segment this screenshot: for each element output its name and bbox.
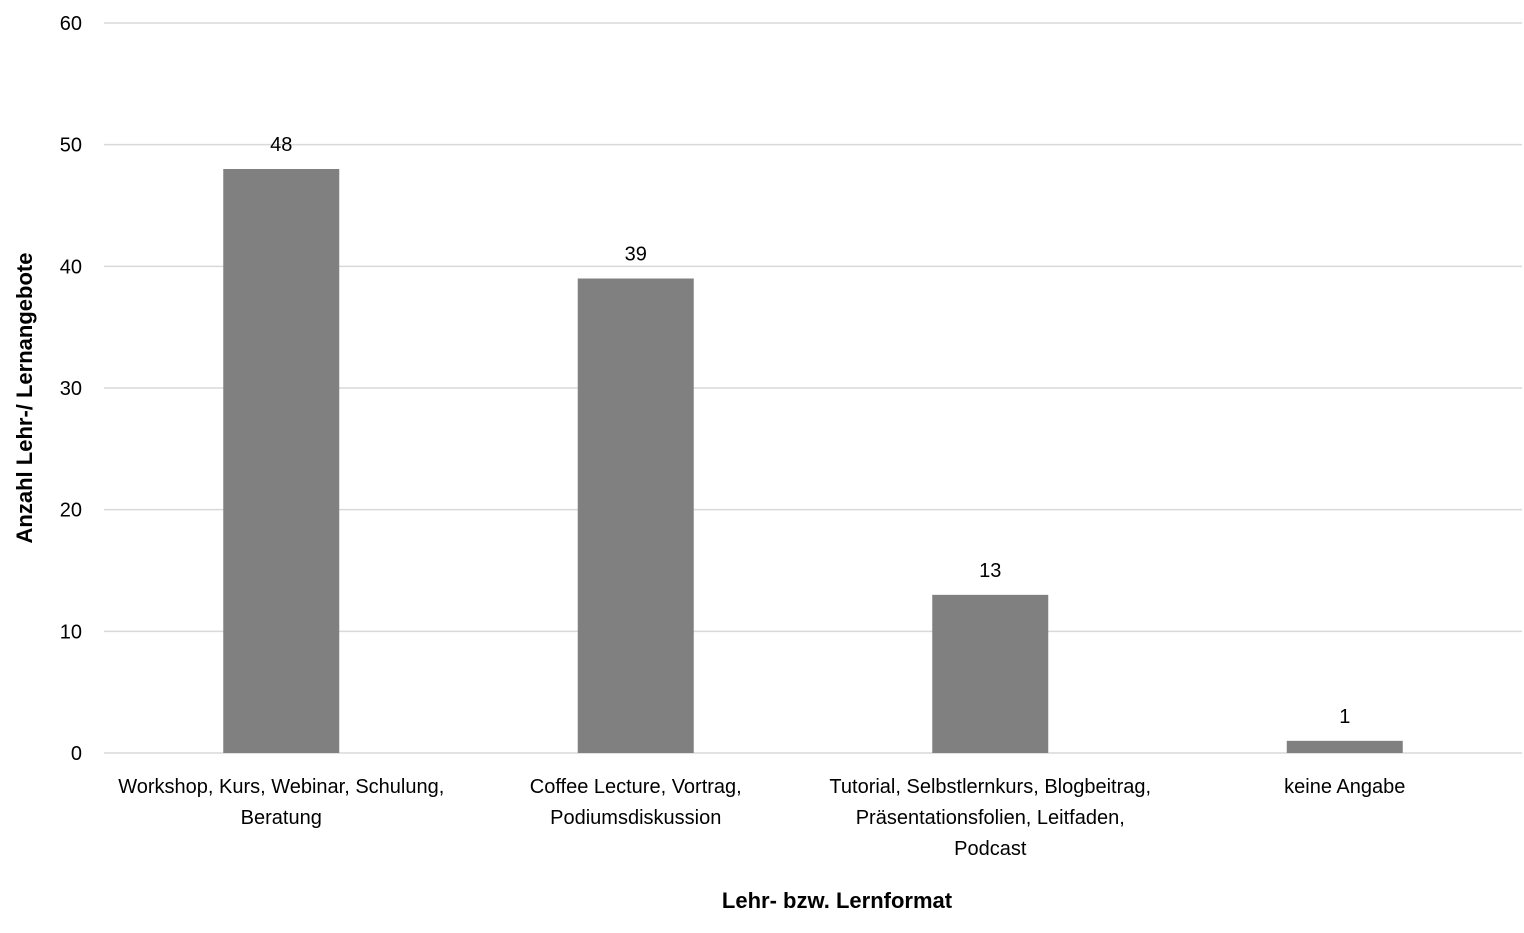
x-axis-categories: Workshop, Kurs, Webinar, Schulung, Beratu… xyxy=(118,776,1405,860)
data-labels: 48 39 13 1 xyxy=(270,134,1350,728)
data-label: 48 xyxy=(270,134,292,156)
bars xyxy=(223,169,1403,753)
bar xyxy=(577,278,694,753)
x-category-label: keine Angabe xyxy=(1284,776,1405,798)
bar xyxy=(1286,740,1403,753)
y-tick-label: 50 xyxy=(60,135,82,157)
x-category-label: Tutorial, Selbstlernkurs, Blogbeitrag, Pr… xyxy=(829,776,1151,860)
bar xyxy=(932,594,1049,753)
y-tick-label: 10 xyxy=(60,621,82,643)
gridlines xyxy=(104,22,1522,754)
y-tick-label: 20 xyxy=(60,500,82,522)
data-label: 39 xyxy=(625,244,647,266)
y-tick-label: 30 xyxy=(60,378,82,400)
y-tick-label: 40 xyxy=(60,256,82,278)
data-label: 1 xyxy=(1339,706,1350,728)
y-tick-label: 60 xyxy=(60,13,82,35)
x-axis-title: Lehr- bzw. Lernformat xyxy=(722,888,953,913)
y-tick-label: 0 xyxy=(71,743,82,765)
y-axis-title: Anzahl Lehr-/ Lernangebote xyxy=(12,253,37,544)
bar xyxy=(223,169,340,753)
data-label: 13 xyxy=(979,560,1001,582)
y-axis-ticks: 0 10 20 30 40 50 60 xyxy=(60,13,82,765)
x-category-label: Workshop, Kurs, Webinar, Schulung, Beratu… xyxy=(118,776,444,829)
x-category-label: Coffee Lecture, Vortrag, Podiumsdiskussio… xyxy=(530,776,742,829)
